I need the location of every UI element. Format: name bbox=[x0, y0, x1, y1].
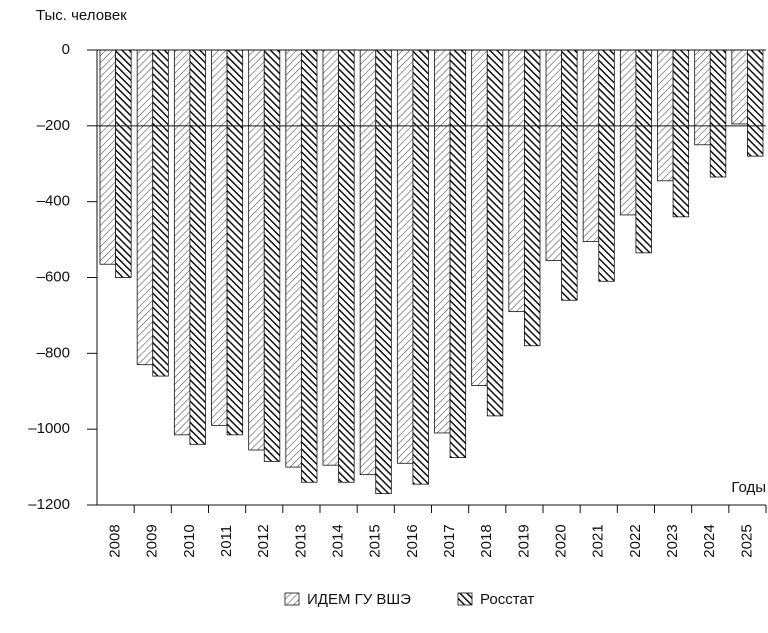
x-tick-label: 2014 bbox=[330, 524, 347, 557]
bar bbox=[582, 49, 600, 242]
bar bbox=[248, 49, 265, 451]
bar bbox=[338, 49, 355, 483]
bar bbox=[508, 49, 525, 313]
bar bbox=[115, 49, 132, 278]
bar bbox=[322, 49, 339, 466]
x-tick-label: 2009 bbox=[144, 524, 161, 557]
x-tick-label: 2018 bbox=[478, 524, 495, 557]
bar bbox=[263, 49, 281, 462]
bar bbox=[747, 49, 764, 157]
y-axis-label: Тыс. человек bbox=[36, 7, 127, 24]
y-tick-label: –600 bbox=[37, 268, 70, 285]
legend-swatch bbox=[284, 592, 300, 606]
bar bbox=[635, 49, 652, 254]
bar bbox=[471, 49, 488, 386]
bar bbox=[226, 49, 244, 436]
bar bbox=[598, 49, 615, 282]
bar bbox=[189, 49, 206, 445]
x-tick-label: 2013 bbox=[292, 524, 309, 557]
x-tick-label: 2020 bbox=[553, 524, 570, 557]
bar bbox=[545, 49, 562, 261]
bar bbox=[412, 49, 429, 485]
bar bbox=[173, 49, 191, 436]
y-tick-label: –800 bbox=[37, 344, 70, 361]
bar bbox=[285, 49, 302, 468]
bar bbox=[694, 49, 711, 146]
x-tick-label: 2023 bbox=[664, 524, 681, 557]
legend-label: Росстат bbox=[480, 591, 534, 608]
x-tick-label: 2015 bbox=[367, 524, 384, 557]
bar bbox=[434, 49, 451, 434]
bar bbox=[301, 49, 318, 483]
y-tick-label: 0 bbox=[62, 41, 70, 58]
bar bbox=[136, 49, 154, 366]
bar bbox=[657, 49, 674, 182]
bar bbox=[152, 49, 169, 377]
x-tick-label: 2024 bbox=[701, 524, 718, 557]
x-tick-label: 2017 bbox=[441, 524, 458, 557]
bar bbox=[709, 49, 727, 178]
bar bbox=[375, 49, 392, 495]
bar bbox=[672, 49, 690, 218]
x-tick-label: 2019 bbox=[515, 524, 532, 557]
bar bbox=[211, 49, 228, 426]
x-tick-label: 2010 bbox=[181, 524, 198, 557]
y-tick-label: –1200 bbox=[28, 496, 70, 513]
bar bbox=[524, 49, 541, 347]
x-tick-label: 2025 bbox=[738, 524, 755, 557]
bar bbox=[99, 49, 116, 265]
x-tick-label: 2022 bbox=[627, 524, 644, 557]
y-tick-label: –1000 bbox=[28, 420, 70, 437]
bar bbox=[619, 49, 637, 216]
y-tick-label: –200 bbox=[37, 117, 70, 134]
x-tick-label: 2011 bbox=[218, 525, 235, 557]
legend-swatch bbox=[457, 592, 473, 606]
x-tick-label: 2012 bbox=[255, 524, 272, 557]
bar bbox=[359, 49, 377, 476]
legend-label: ИДЕМ ГУ ВШЭ bbox=[307, 591, 411, 608]
bar bbox=[486, 49, 504, 417]
bar bbox=[561, 49, 578, 301]
bar bbox=[731, 49, 748, 125]
x-axis-label: Годы bbox=[731, 479, 766, 496]
x-tick-label: 2008 bbox=[107, 524, 124, 557]
bar bbox=[449, 49, 467, 459]
y-tick-label: –400 bbox=[37, 193, 70, 210]
bar bbox=[396, 49, 414, 464]
x-tick-label: 2016 bbox=[404, 524, 421, 557]
x-tick-label: 2021 bbox=[590, 524, 607, 557]
